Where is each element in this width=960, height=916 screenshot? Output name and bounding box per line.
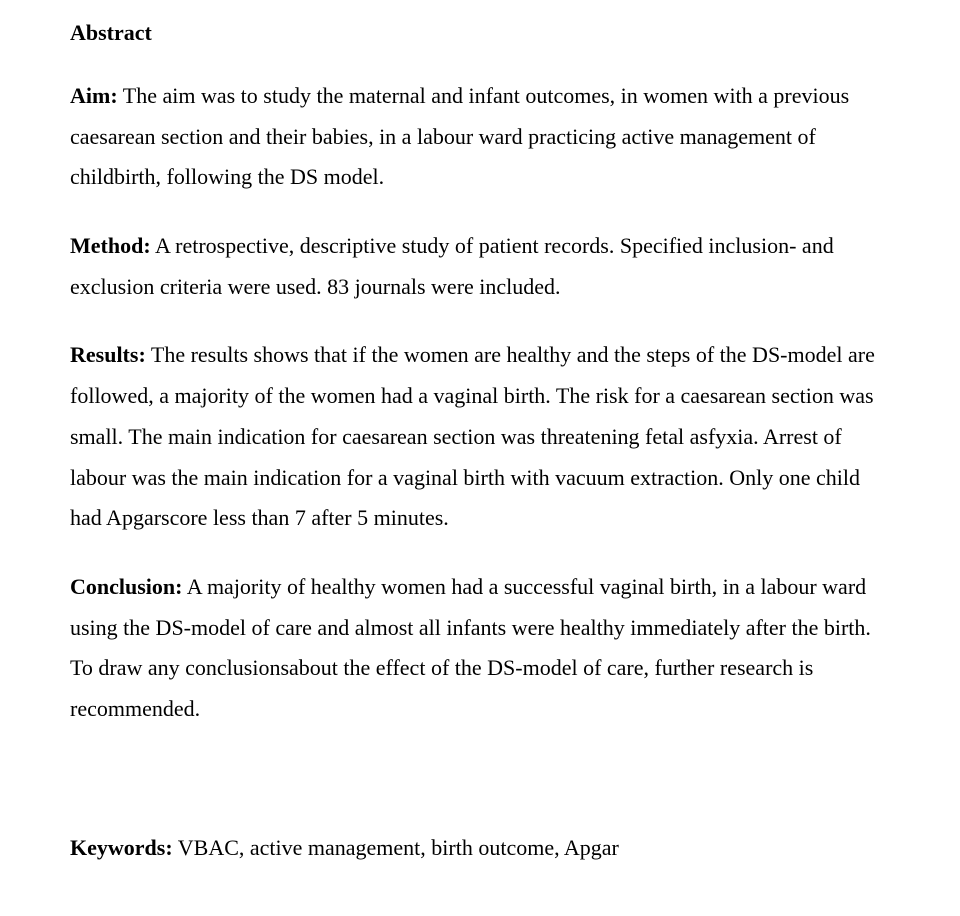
conclusion-paragraph: Conclusion: A majority of healthy women … bbox=[70, 567, 890, 730]
conclusion-label: Conclusion: bbox=[70, 574, 182, 599]
spacer bbox=[70, 758, 890, 828]
results-label: Results: bbox=[70, 342, 146, 367]
results-text: The results shows that if the women are … bbox=[70, 342, 875, 530]
method-paragraph: Method: A retrospective, descriptive stu… bbox=[70, 226, 890, 307]
aim-label: Aim: bbox=[70, 83, 118, 108]
aim-text: The aim was to study the maternal and in… bbox=[70, 83, 849, 189]
keywords-text: VBAC, active management, birth outcome, … bbox=[173, 835, 619, 860]
conclusion-text: A majority of healthy women had a succes… bbox=[70, 574, 871, 721]
aim-paragraph: Aim: The aim was to study the maternal a… bbox=[70, 76, 890, 198]
keywords-paragraph: Keywords: VBAC, active management, birth… bbox=[70, 828, 890, 869]
method-text: A retrospective, descriptive study of pa… bbox=[70, 233, 834, 299]
results-paragraph: Results: The results shows that if the w… bbox=[70, 335, 890, 538]
method-label: Method: bbox=[70, 233, 151, 258]
keywords-label: Keywords: bbox=[70, 835, 173, 860]
abstract-page: Abstract Aim: The aim was to study the m… bbox=[0, 0, 960, 916]
abstract-title: Abstract bbox=[70, 20, 890, 46]
